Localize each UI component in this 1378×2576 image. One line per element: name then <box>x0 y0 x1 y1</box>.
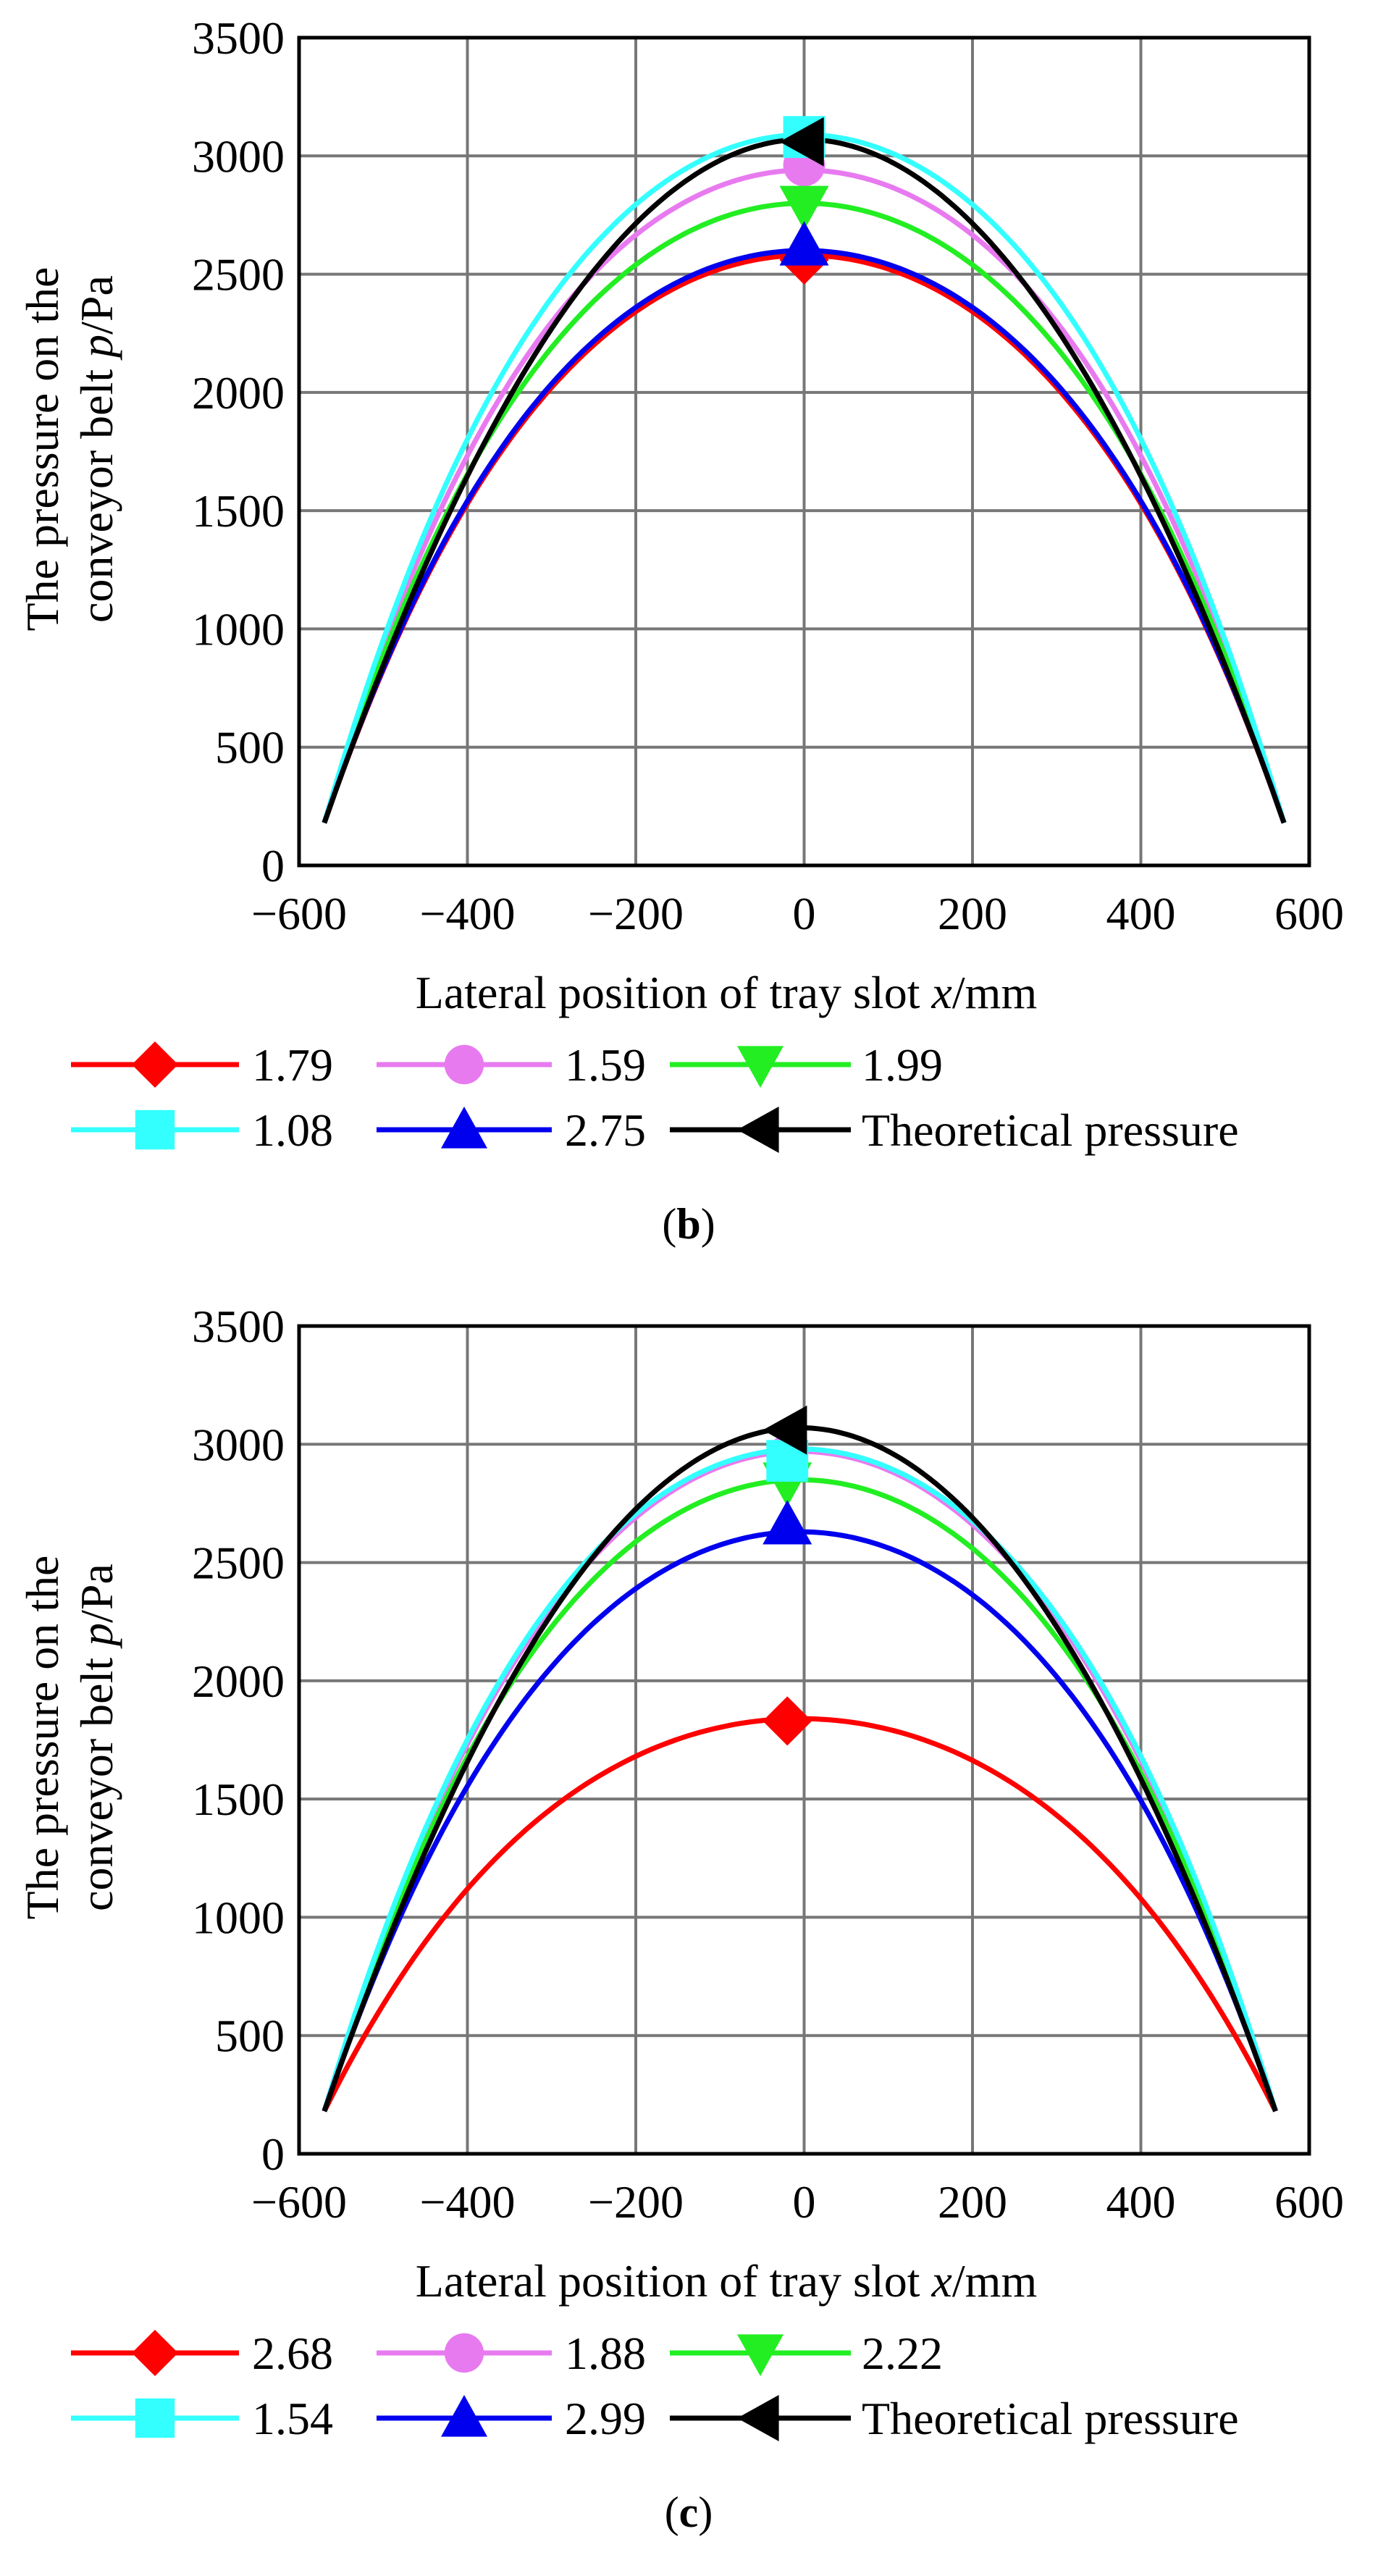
y-tick-label: 1000 <box>192 1892 285 1943</box>
y-tick-label: 3500 <box>192 12 285 64</box>
legend-marker <box>132 1041 178 1088</box>
legend-item: 2.22 <box>670 2328 943 2379</box>
legend-marker <box>737 1107 779 1153</box>
y-axis-label-line1: The pressure on the <box>17 267 68 632</box>
x-tick-label: 0 <box>793 888 816 939</box>
legend-marker <box>444 2333 484 2373</box>
x-tick-labels: −600 −400 −200 0 200 400 600 <box>251 2176 1344 2228</box>
y-tick-label: 1500 <box>192 485 285 537</box>
y-axis-label-line2: conveyor belt p/Pa <box>71 1564 122 1911</box>
y-tick-label: 2000 <box>192 1656 285 1707</box>
legend-marker <box>737 1046 783 1088</box>
x-tick-label: −200 <box>588 888 684 939</box>
legend-label: 1.79 <box>252 1039 333 1091</box>
series-marker <box>762 1500 812 1545</box>
chart-panel-c: 0 500 1000 1500 2000 2500 3000 3500 −600 −400 −20… <box>0 1288 1378 2576</box>
plot-frame <box>297 35 1311 868</box>
legend: 1.79 1.59 1.99 1.08 2.75 Theoretical pressure <box>71 1039 1239 1156</box>
series-marker <box>762 1405 807 1455</box>
legend-marker <box>441 2395 487 2437</box>
y-tick-label: 3500 <box>192 1301 285 1352</box>
legend-label: 1.59 <box>565 1039 646 1091</box>
y-tick-label: 500 <box>215 2010 285 2062</box>
x-tick-label: 200 <box>938 2176 1007 2228</box>
x-tick-label: 400 <box>1106 888 1176 939</box>
legend-marker <box>132 2330 178 2376</box>
x-axis-label: Lateral position of tray slot x/mm <box>416 2255 1037 2307</box>
x-tick-label: −600 <box>251 888 347 939</box>
legend-item: 2.99 <box>377 2393 646 2444</box>
legend-label: 1.99 <box>862 1039 943 1091</box>
y-tick-label: 3000 <box>192 1419 285 1470</box>
chart-panel-b: 0 500 1000 1500 2000 2500 3000 3500 −600 −400 −20… <box>17 12 1344 1248</box>
x-tick-label: 600 <box>1274 888 1344 939</box>
legend-label: 1.08 <box>252 1104 333 1156</box>
series-marker <box>779 221 829 266</box>
legend-item: 1.08 <box>71 1104 333 1156</box>
legend: 2.68 1.88 2.22 1.54 2.99 Theoretical pressure <box>71 2328 1239 2444</box>
y-axis-label-line2: conveyor belt p/Pa <box>71 275 122 623</box>
series-marker <box>762 1696 812 1746</box>
panel-caption: (b) <box>662 1200 715 1248</box>
legend-item: 1.88 <box>377 2328 646 2379</box>
series-group <box>322 116 1287 824</box>
legend-item: Theoretical pressure <box>670 2393 1239 2444</box>
legend-label: 2.75 <box>565 1104 646 1156</box>
legend-label: 2.22 <box>862 2328 943 2379</box>
legend-label: 2.99 <box>565 2393 646 2444</box>
legend-label: 1.54 <box>252 2393 333 2444</box>
legend-marker <box>737 2395 779 2441</box>
y-tick-label: 1000 <box>192 603 285 655</box>
plot-frame <box>297 1324 1311 2156</box>
y-tick-label: 3000 <box>192 130 285 182</box>
legend-item: 1.59 <box>377 1039 646 1091</box>
panel-caption: (c) <box>665 2488 713 2536</box>
x-tick-label: 400 <box>1106 2176 1176 2228</box>
series-marker <box>779 185 829 230</box>
x-tick-label: 0 <box>793 2176 816 2228</box>
y-tick-label: 2500 <box>192 249 285 301</box>
legend-label: 2.68 <box>252 2328 333 2379</box>
x-tick-label: −400 <box>419 888 515 939</box>
legend-item: 2.68 <box>71 2328 333 2379</box>
y-axis-label-line1: The pressure on the <box>17 1556 68 1920</box>
series-group <box>322 1405 1278 2113</box>
legend-item: 1.54 <box>71 2393 333 2444</box>
x-tick-label: −400 <box>419 2176 515 2228</box>
legend-marker <box>444 1044 484 1085</box>
x-axis-label: Lateral position of tray slot x/mm <box>416 967 1037 1018</box>
legend-label: 1.88 <box>565 2328 646 2379</box>
legend-label: Theoretical pressure <box>862 2393 1239 2444</box>
x-tick-label: −200 <box>588 2176 684 2228</box>
legend-item: Theoretical pressure <box>670 1104 1239 1156</box>
x-tick-label: 200 <box>938 888 1007 939</box>
y-tick-labels: 0 500 1000 1500 2000 2500 3000 3500 <box>192 12 285 891</box>
legend-marker <box>135 1109 175 1150</box>
y-tick-label: 500 <box>215 722 285 773</box>
legend-marker <box>441 1107 487 1149</box>
legend-label: Theoretical pressure <box>862 1104 1239 1156</box>
y-tick-label: 2500 <box>192 1537 285 1589</box>
legend-item: 1.99 <box>670 1039 943 1091</box>
x-tick-label: 600 <box>1274 2176 1344 2228</box>
series-marker <box>779 117 824 167</box>
y-tick-label: 1500 <box>192 1774 285 1825</box>
legend-marker <box>737 2334 783 2376</box>
legend-item: 1.79 <box>71 1039 333 1091</box>
x-tick-label: −600 <box>251 2176 347 2228</box>
legend-marker <box>135 2398 175 2438</box>
y-tick-label: 0 <box>261 2128 285 2180</box>
y-tick-label: 0 <box>261 840 285 891</box>
legend-item: 2.75 <box>377 1104 646 1156</box>
x-tick-labels: −600 −400 −200 0 200 400 600 <box>251 888 1344 939</box>
y-tick-labels: 0 500 1000 1500 2000 2500 3000 3500 <box>192 1301 285 2180</box>
y-tick-label: 2000 <box>192 367 285 419</box>
